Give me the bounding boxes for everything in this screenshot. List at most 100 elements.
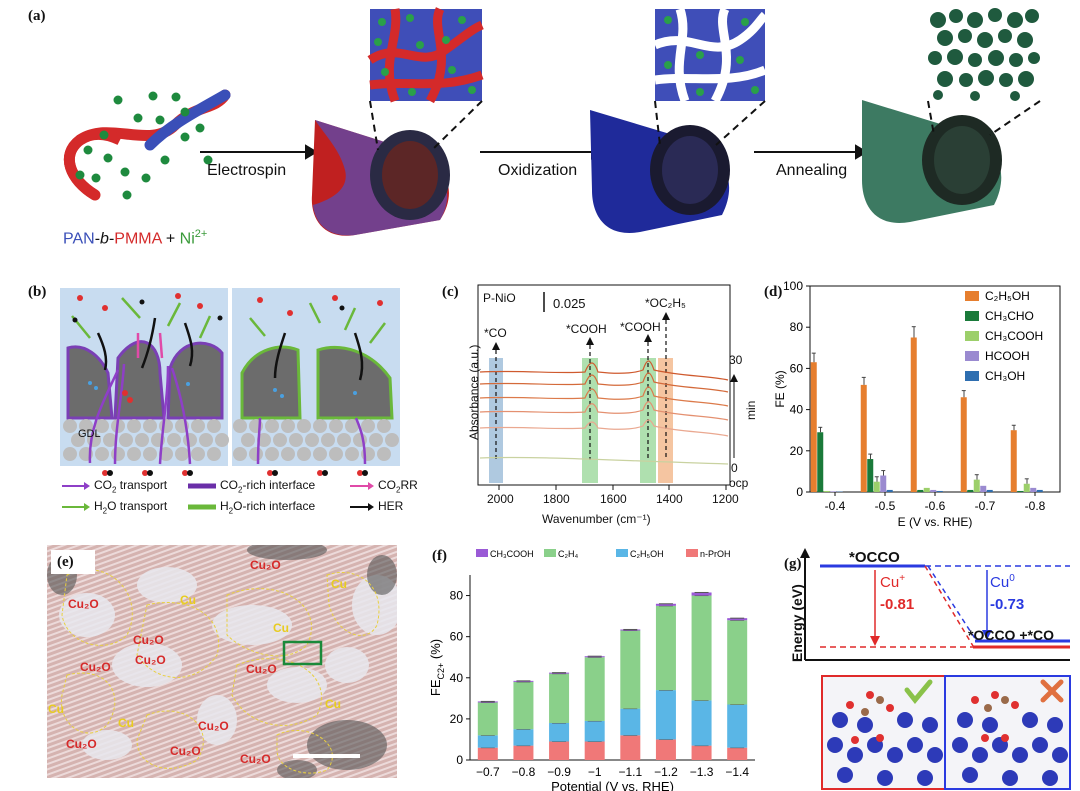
f-bar-segment: [655, 739, 676, 760]
d-bar: [810, 362, 817, 492]
region-label: Cu₂O: [133, 633, 164, 647]
f-bar-segment: [477, 701, 498, 703]
panel-e-label: (e): [57, 554, 74, 570]
f-ytick-label: 20: [450, 712, 464, 726]
panel-d-label: (d): [764, 284, 783, 300]
zoom-inset-2-ni: [664, 16, 759, 96]
zoom-inset-2-strands: [653, 7, 769, 104]
d-legend-swatch: [965, 311, 979, 321]
cu-zero-label: Cu0: [990, 573, 1015, 591]
f-ylabel: FEC2+ (%): [428, 639, 446, 696]
f-bar-segment: [727, 618, 748, 621]
d-bar: [1023, 483, 1030, 492]
panel-b-legend-swatches: [62, 482, 374, 511]
d-bar: [930, 489, 937, 492]
f-legend-label: C₂H₅OH: [630, 549, 664, 559]
f-ytick-label: 60: [450, 630, 464, 644]
panel-g-label: (g): [784, 556, 802, 572]
f-bar-segment: [620, 630, 641, 709]
d-legend-label: CH₃COOH: [985, 329, 1043, 343]
f-bar-segment: [655, 603, 676, 606]
f-legend-swatch: [544, 549, 556, 557]
d-bar: [986, 489, 993, 492]
zoom-inset-3-particles: [928, 8, 1040, 101]
d-ylabel: FE (%): [773, 370, 787, 407]
d-legend-label: CH₃CHO: [985, 309, 1034, 323]
peak-cooh-1: *COOH: [566, 322, 607, 336]
f-bar-segment: [584, 741, 605, 760]
panel-b-schematic: [60, 288, 400, 476]
fiber-oxidized: [590, 110, 730, 233]
f-bar-segment: [513, 680, 534, 682]
f-legend-label: C₂H₄: [558, 549, 578, 559]
c-xtick-1400: 1400: [656, 492, 683, 506]
d-bar: [880, 475, 887, 492]
panel-b-label: (b): [28, 284, 47, 300]
panel-e-label-box: [51, 550, 95, 574]
f-legend-swatch: [686, 549, 698, 557]
panel-e-micrograph: (e): [47, 545, 397, 778]
d-legend-label: C₂H₅OH: [985, 289, 1030, 303]
zoom-inset-1-strands: [367, 7, 484, 104]
f-bar-segment: [727, 620, 748, 705]
region-label: Cu: [118, 716, 134, 730]
d-bar: [817, 432, 824, 492]
d-bar: [1036, 489, 1043, 492]
region-label: Cu₂O: [80, 660, 111, 674]
d-xtick-label: -0.8: [1025, 499, 1046, 513]
f-xlabel: Potential (V vs. RHE): [551, 779, 674, 791]
f-ytick-label: 80: [450, 589, 464, 603]
d-bar: [1017, 490, 1024, 492]
legend-co2-rich-interface: CO2-rich interface: [220, 478, 316, 495]
f-bar-segment: [584, 720, 605, 742]
f-xtick-label: −1.3: [690, 765, 714, 779]
f-bar-segment: [620, 629, 641, 631]
d-bar: [873, 481, 880, 492]
f-xtick-label: −0.8: [512, 765, 536, 779]
f-legend-label: n-PrOH: [700, 549, 731, 559]
process-arrows: [200, 144, 868, 160]
f-xtick-label: −1.2: [654, 765, 678, 779]
d-bar: [1030, 487, 1037, 492]
region-label: Cu₂O: [246, 662, 277, 676]
f-bar-segment: [691, 595, 712, 701]
panel-f-chart: 0 20 40 60 80 −0.7 −0.8 −0.9 −1 −1.1 −1.2 −1.3 −1.4 P…: [428, 549, 755, 791]
region-label: Cu₂O: [240, 752, 271, 766]
peak-co: *CO: [484, 326, 507, 340]
fiber-annealed: [862, 100, 1002, 223]
f-xtick-label: −1: [588, 765, 602, 779]
region-label: Cu₂O: [135, 653, 166, 667]
f-legend-label: CH₃COOH: [490, 549, 534, 559]
panel-a-schematic: [63, 7, 1041, 236]
ocp-label: ocp: [729, 476, 749, 490]
region-label: Cu₂O: [66, 737, 97, 751]
panel-c-label: (c): [442, 284, 459, 300]
d-ytick-label: 100: [783, 280, 803, 293]
d-bar: [936, 490, 943, 492]
c-xtick-2000: 2000: [487, 492, 514, 506]
step-oxidization: Oxidization: [498, 162, 578, 179]
zoom-lines-1: [369, 100, 483, 151]
f-bar-segment: [727, 704, 748, 748]
region-label: Cu: [180, 593, 196, 607]
scale-bar-value: 0.025: [553, 296, 586, 311]
d-bar: [830, 491, 837, 492]
d-ytick-label: 40: [790, 403, 804, 417]
d-legend-label: CH₃OH: [985, 369, 1025, 383]
f-ytick-label: 0: [456, 753, 463, 767]
peak-oc2h5: *OC₂H₅: [645, 296, 686, 310]
d-legend-label: HCOOH: [985, 349, 1030, 363]
d-ytick-label: 0: [796, 485, 803, 499]
legend-h2o-transport: H2O transport: [94, 499, 168, 516]
f-bar-segment: [477, 747, 498, 760]
f-bar-segment: [513, 745, 534, 760]
zoom-inset-1-ni: [374, 14, 476, 96]
region-label: Cu₂O: [250, 558, 281, 572]
d-legend-swatch: [965, 351, 979, 361]
fiber-electrospun: [311, 120, 450, 236]
region-label: Cu₂O: [198, 719, 229, 733]
f-bar-segment: [549, 741, 570, 760]
d-bar: [960, 397, 967, 492]
peak-cooh-2: *COOH: [620, 320, 661, 334]
panel-a-label: (a): [28, 8, 46, 24]
